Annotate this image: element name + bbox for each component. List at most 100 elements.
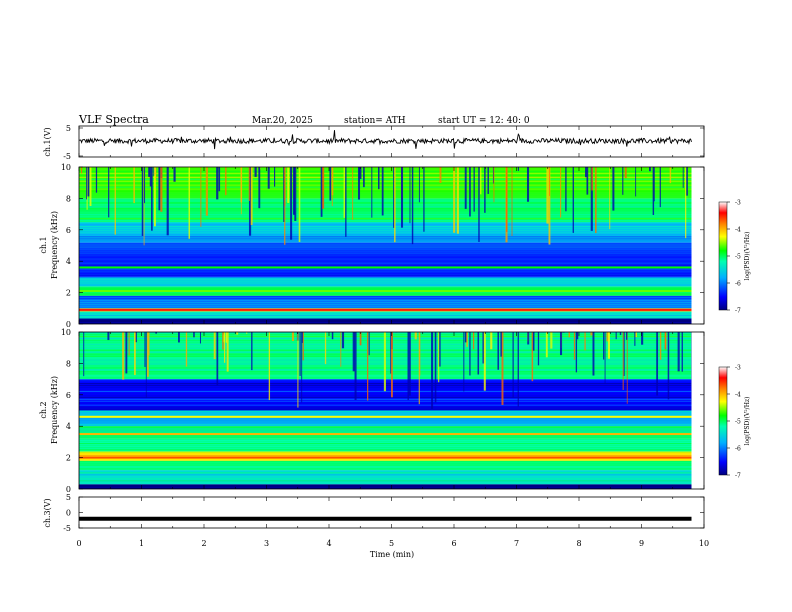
ch1-spectrogram-spheric [144, 167, 146, 204]
ch2-spectrogram-texture [79, 426, 692, 428]
cb2-tick-label: -4 [735, 392, 741, 399]
ch2-spectrogram-texture [79, 476, 692, 478]
ch2-spectrogram-spheric [527, 332, 530, 345]
ch2-spectrogram-spheric [301, 332, 303, 343]
ch1-spectrogram-spheric [359, 167, 362, 180]
ch1-spectrogram-texture [79, 297, 692, 300]
ch1-spectrogram-ylabel-freq: Frequency (kHz) [50, 211, 59, 279]
ch2-spectrogram-spheric [301, 332, 303, 403]
ch1-spectrogram-spheric [141, 167, 144, 236]
ch2-spectrogram-spheric [291, 332, 295, 341]
ch2-spectrogram-spheric [225, 332, 227, 343]
ch2-spectrogram-texture [79, 472, 692, 474]
ch3-waveform-ylabel: ch.3(V) [43, 498, 52, 527]
ch1-spectrogram-ytick-label: 8 [66, 194, 71, 203]
ch1-spectrogram-texture [79, 170, 692, 173]
ch1-spectrogram-texture [79, 318, 692, 320]
cb2-tick-label: -6 [735, 446, 741, 453]
ch1-spectrogram-texture [79, 280, 692, 282]
ch2-spectrogram-texture [79, 428, 692, 430]
ch1-spectrogram-spheric [591, 167, 593, 191]
ch2-spectrogram-spheric [667, 332, 670, 400]
ch1-spectrogram-spheric [160, 167, 163, 212]
ch1-spectrogram-texture [79, 168, 692, 171]
ch2-spectrogram-ylabel-freq: Frequency (kHz) [50, 376, 59, 444]
ch2-spectrogram-texture [79, 424, 692, 426]
ch1-spectrogram-texture [79, 210, 692, 212]
ch1-spectrogram-texture [79, 188, 692, 190]
x-axis-label: Time (min) [370, 550, 414, 559]
ch1-spectrogram-spheric [411, 167, 414, 245]
ch1-spectrogram-spheric [649, 167, 651, 172]
ch2-spectrogram-spheric [472, 332, 475, 350]
ch1-spectrogram-spheric [287, 167, 290, 203]
ch2-spectrogram-spheric [193, 332, 195, 338]
ch2-spectrogram-spheric [531, 332, 534, 382]
ch2-spectrogram-spheric [407, 332, 409, 401]
ch1-spectrogram-ylabel-channel: ch.1 [39, 236, 48, 253]
ch2-spectrogram-spheric [656, 332, 659, 396]
ch1-spectrogram-texture [79, 272, 692, 275]
ch2-spectrogram-texture [79, 486, 692, 489]
x-tick-label: 8 [576, 539, 581, 548]
ch2-spectrogram-ytick-label: 8 [66, 359, 71, 368]
ch1-spectrogram-texture [79, 223, 692, 226]
ch1-spectrogram-texture [79, 299, 692, 302]
ch1-spectrogram-spheric [478, 167, 480, 242]
ch1-spectrogram-texture [79, 226, 692, 228]
ch2-spectrogram-texture [79, 458, 692, 460]
ch2-spectrogram-spheric [584, 332, 586, 351]
ch1-spectrogram-texture [79, 291, 692, 294]
ch1-spectrogram-ytick-label: 10 [61, 163, 71, 172]
ch1-spectrogram-texture [79, 284, 692, 286]
cb1-tick-label: -3 [735, 200, 741, 207]
ch2-spectrogram-texture [79, 484, 692, 486]
ch1-spectrogram-spheric [283, 167, 286, 207]
ch2-spectrogram-spheric [213, 332, 216, 360]
ch1-spectrogram-texture [79, 192, 692, 194]
ch2-spectrogram-texture [79, 396, 692, 398]
ch1-spectrogram-spheric [216, 167, 219, 200]
ch2-spectrogram-spheric [559, 332, 563, 356]
ch2-spectrogram-spheric [155, 332, 157, 334]
ch1-spectrogram-texture [79, 288, 692, 290]
ch1-spectrogram-texture [79, 240, 692, 242]
ch2-spectrogram-spheric [83, 332, 85, 377]
ch2-spectrogram-texture [79, 449, 692, 451]
ch1-spectrogram-texture [79, 204, 692, 206]
ch1-spectrogram-spheric [267, 167, 270, 189]
ch1-spectrogram-texture [79, 316, 692, 318]
ch1-spectrogram-texture [79, 230, 692, 232]
ch1-spectrogram-spheric [548, 167, 551, 245]
ch1-spectrogram-spheric [108, 167, 110, 218]
ch2-spectrogram-texture [79, 414, 692, 416]
ch1-spectrogram-spheric [250, 167, 253, 226]
ch1-spectrogram-spheric [86, 167, 88, 200]
ch1-spectrogram-spheric [517, 167, 520, 171]
ch1-waveform-panel: 5 -5 [63, 124, 705, 161]
ch1-colorbar: log(PSD)(V²/Hz) -3 -4 -5 -6 -7 [718, 200, 751, 315]
ch2-spectrogram-spheric [463, 332, 465, 392]
ch3-waveform-panel: 5 0 -5 0 1 2 3 4 5 6 7 8 9 10 [63, 493, 709, 548]
ch1-spectrogram-spheric [80, 167, 83, 174]
ch2-spectrogram-texture [79, 470, 692, 472]
ch1-waveform-ytick-label: 5 [66, 124, 71, 133]
ch1-spectrogram-ytick-label: 0 [66, 320, 71, 329]
ch2-spectrogram-spheric [483, 332, 486, 391]
ch2-spectrogram-spheric [134, 332, 136, 376]
ch1-spectrogram-texture [79, 232, 692, 234]
ch3-waveform-ytick-label: 5 [66, 493, 71, 502]
x-tick-label: 2 [201, 539, 206, 548]
ch1-spectrogram-spheric [686, 167, 688, 196]
ch2-spectrogram-spheric [604, 332, 606, 384]
ch2-spectrogram-texture [79, 468, 692, 470]
ch1-spectrogram-texture [79, 196, 692, 198]
ch2-spectrogram-spheric [635, 332, 637, 338]
date-label: Mar.20, 2025 [252, 116, 313, 126]
ch2-spectrogram-spheric [681, 332, 683, 372]
ch1-spectrogram-spheric [290, 167, 293, 240]
ch1-spectrogram-texture [79, 276, 692, 279]
ch1-spectrogram-texture [79, 322, 692, 324]
ch2-spectrogram-texture [79, 412, 692, 414]
ch1-spectrogram-texture [79, 174, 692, 177]
